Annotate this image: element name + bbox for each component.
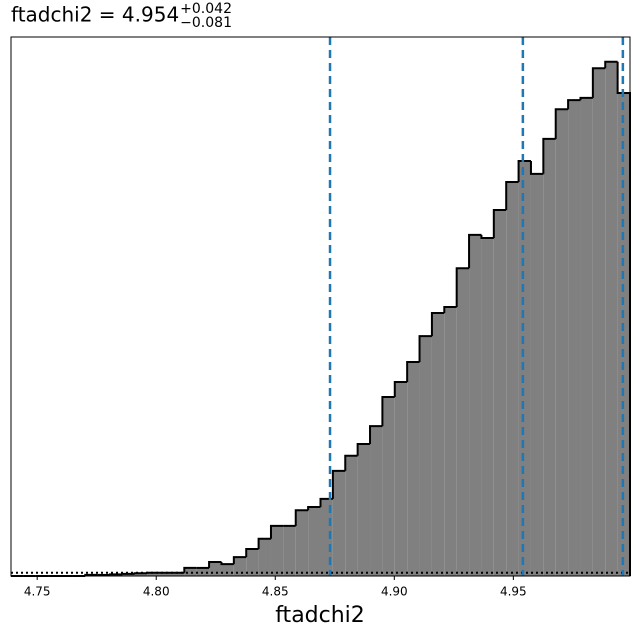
title-upper-error: +0.042 <box>180 1 232 17</box>
bar <box>456 268 470 576</box>
bar-outline <box>269 524 284 539</box>
bar <box>345 455 358 576</box>
bar <box>394 381 408 576</box>
x-axis-label: ftadchi2 <box>275 603 365 628</box>
bar <box>171 572 185 576</box>
bar <box>332 470 346 576</box>
bar <box>357 443 371 576</box>
bar-outline <box>257 537 271 550</box>
bar-outline <box>430 311 445 337</box>
title-lower-error: −0.081 <box>180 15 232 31</box>
bar-outline <box>567 99 581 110</box>
bar <box>159 572 172 576</box>
bar-outline <box>604 60 618 69</box>
bar <box>283 525 296 576</box>
bar <box>221 564 234 576</box>
bar <box>568 100 581 577</box>
bar-outline <box>529 160 544 175</box>
bar-outline <box>480 234 494 240</box>
bar <box>370 426 383 576</box>
bar <box>147 572 160 576</box>
bar-outline <box>344 454 358 471</box>
bar <box>308 507 321 576</box>
bar <box>184 567 197 576</box>
bar <box>407 362 420 576</box>
bar-outline <box>418 335 432 363</box>
bar-outline <box>468 233 482 269</box>
chart-title: ftadchi2 = 4.954 <box>11 3 179 27</box>
bar <box>431 312 445 576</box>
x-tick-label: 4.95 <box>500 585 527 599</box>
bar <box>481 238 494 576</box>
bar-outline <box>505 180 519 211</box>
bar-outline <box>356 442 371 456</box>
bar-outline <box>579 96 593 101</box>
bar <box>469 234 482 577</box>
bar-outline <box>393 380 408 398</box>
bar <box>580 97 593 577</box>
bar-outline <box>406 361 420 382</box>
bar <box>543 138 556 576</box>
bar-outline <box>331 469 346 499</box>
x-tick-label: 4.90 <box>381 585 408 599</box>
bar-outline <box>208 560 222 568</box>
bar-outline <box>319 497 333 508</box>
bar-outline <box>381 396 395 427</box>
bar <box>518 160 531 576</box>
bar-outline <box>492 209 507 239</box>
bar-outline <box>591 67 606 98</box>
bar <box>530 173 544 576</box>
bar-outline <box>109 573 123 576</box>
bar <box>233 557 247 576</box>
bar <box>209 561 222 576</box>
bar-outline <box>183 566 197 573</box>
bar-outline <box>121 572 135 575</box>
x-tick-label: 4.80 <box>143 585 170 599</box>
bar <box>270 525 284 576</box>
bar-outline <box>133 572 148 575</box>
bar <box>258 538 271 576</box>
bar-outline <box>307 506 321 511</box>
bar <box>506 181 519 576</box>
bar-outline <box>245 548 259 558</box>
bar <box>382 397 395 576</box>
x-tick-label: 4.85 <box>262 585 289 599</box>
bar-outline <box>443 306 457 313</box>
bar-outline <box>294 509 309 526</box>
bar-outline <box>455 267 470 308</box>
bar <box>592 68 606 577</box>
bar <box>419 336 432 576</box>
bar-outline <box>554 108 569 139</box>
bar <box>493 210 507 577</box>
bar-outline <box>542 137 556 174</box>
bar <box>444 307 457 576</box>
bar <box>617 93 630 576</box>
bar <box>122 573 135 576</box>
bar <box>246 549 259 576</box>
plot-frame <box>10 36 631 577</box>
bar <box>555 109 569 576</box>
bar-outline <box>517 159 531 182</box>
bar-outline <box>220 561 234 566</box>
bar <box>295 510 309 576</box>
bar <box>134 573 148 576</box>
bar-outline <box>369 425 383 444</box>
x-tick-label: 4.75 <box>24 585 51 599</box>
bar <box>605 61 618 576</box>
bar-outline <box>232 556 247 565</box>
